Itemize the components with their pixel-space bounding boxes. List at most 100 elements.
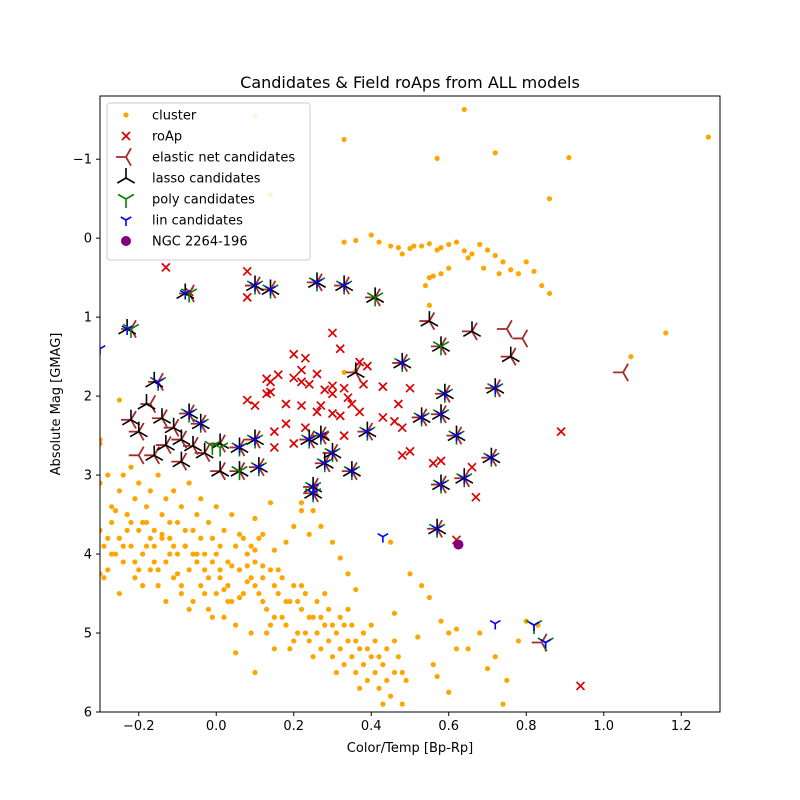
point-roap [289, 373, 299, 383]
point-cluster [453, 646, 460, 652]
point-lasso-candidates [145, 445, 164, 462]
point-lasso-candidates [180, 403, 199, 420]
point-cluster [380, 662, 386, 668]
point-cluster [171, 575, 177, 581]
point-lin-candidates [303, 435, 315, 446]
point-cluster [252, 515, 258, 522]
point-cluster [221, 586, 227, 593]
point-cluster [155, 472, 161, 478]
point-elastic-net-candidates [194, 443, 211, 463]
point-cluster [426, 302, 432, 308]
point-cluster [477, 241, 483, 248]
point-cluster [419, 583, 425, 589]
point-cluster [492, 654, 498, 660]
point-cluster [213, 504, 219, 510]
point-roap [335, 344, 345, 354]
point-cluster [100, 436, 103, 443]
point-cluster [186, 606, 192, 612]
point-elastic-net-candidates [481, 448, 498, 467]
point-cluster [326, 606, 332, 612]
point-lin-candidates [315, 431, 327, 442]
point-cluster [515, 638, 522, 644]
point-lin-candidates [100, 345, 106, 355]
point-roap [575, 681, 586, 691]
point-elastic-net-candidates [357, 422, 374, 441]
point-cluster [341, 662, 347, 668]
point-cluster [240, 590, 246, 597]
point-cluster [438, 245, 444, 251]
point-cluster [333, 630, 339, 636]
point-cluster [109, 551, 115, 557]
point-lin-candidates [439, 390, 451, 400]
point-cluster [236, 567, 243, 573]
point-cluster [407, 245, 413, 252]
point-lin-candidates [264, 285, 277, 296]
point-cluster [213, 590, 219, 597]
point-lasso-candidates [195, 442, 214, 459]
point-lin-candidates [179, 289, 191, 300]
point-cluster [256, 590, 262, 597]
point-lasso-candidates [129, 421, 148, 438]
point-roap [339, 383, 349, 393]
point-cluster [112, 508, 119, 514]
point-lin-candidates [249, 435, 261, 446]
point-cluster [174, 571, 181, 577]
point-cluster [112, 551, 119, 557]
point-cluster [310, 614, 316, 620]
point-cluster [116, 535, 122, 541]
point-cluster [434, 673, 440, 680]
point-cluster [236, 594, 243, 601]
point-elastic-net-candidates [179, 404, 195, 423]
point-cluster [388, 243, 394, 249]
point-cluster [147, 567, 153, 573]
point-lasso-candidates [156, 435, 175, 451]
point-cluster [252, 583, 258, 589]
point-cluster [337, 646, 343, 652]
point-cluster [221, 527, 227, 533]
point-lin-candidates [249, 281, 261, 292]
point-cluster [244, 551, 250, 557]
point-cluster [395, 245, 401, 251]
point-poly-candidates [204, 440, 221, 455]
point-cluster [415, 634, 421, 640]
point-roap [281, 399, 291, 409]
point-cluster [465, 255, 471, 261]
point-roap [471, 492, 481, 502]
point-cluster [357, 685, 363, 691]
point-cluster [194, 511, 200, 518]
point-lasso-candidates [230, 437, 249, 454]
point-cluster [492, 150, 498, 156]
point-cluster [264, 606, 270, 612]
point-cluster [380, 701, 386, 707]
series-elastic-net-candidates [120, 273, 629, 652]
point-elastic-net-candidates [365, 288, 381, 307]
point-cluster [318, 523, 324, 530]
point-lin-candidates [396, 359, 408, 369]
point-lasso-candidates [211, 433, 230, 450]
point-cluster [446, 265, 452, 271]
point-lasso-candidates [172, 429, 191, 446]
point-roap [335, 411, 345, 421]
point-lin-candidates [195, 420, 207, 430]
point-cluster [271, 646, 277, 652]
point-cluster [481, 265, 487, 271]
point-elastic-net-candidates [430, 475, 447, 494]
point-cluster [163, 559, 169, 565]
point-lasso-candidates [230, 461, 249, 477]
series-cluster [100, 106, 711, 707]
point-cluster [167, 519, 173, 526]
point-cluster [136, 480, 142, 486]
point-cluster [391, 610, 398, 616]
point-elastic-net-candidates [430, 405, 447, 424]
point-elastic-net-candidates [128, 446, 145, 465]
point-cluster [190, 551, 196, 557]
point-cluster [140, 551, 146, 557]
point-cluster [105, 472, 111, 478]
point-lin-candidates [485, 454, 497, 464]
point-roap [355, 407, 365, 417]
point-cluster [287, 598, 293, 605]
point-cluster [353, 586, 359, 593]
point-elastic-net-candidates [434, 384, 451, 403]
point-cluster [100, 527, 103, 533]
